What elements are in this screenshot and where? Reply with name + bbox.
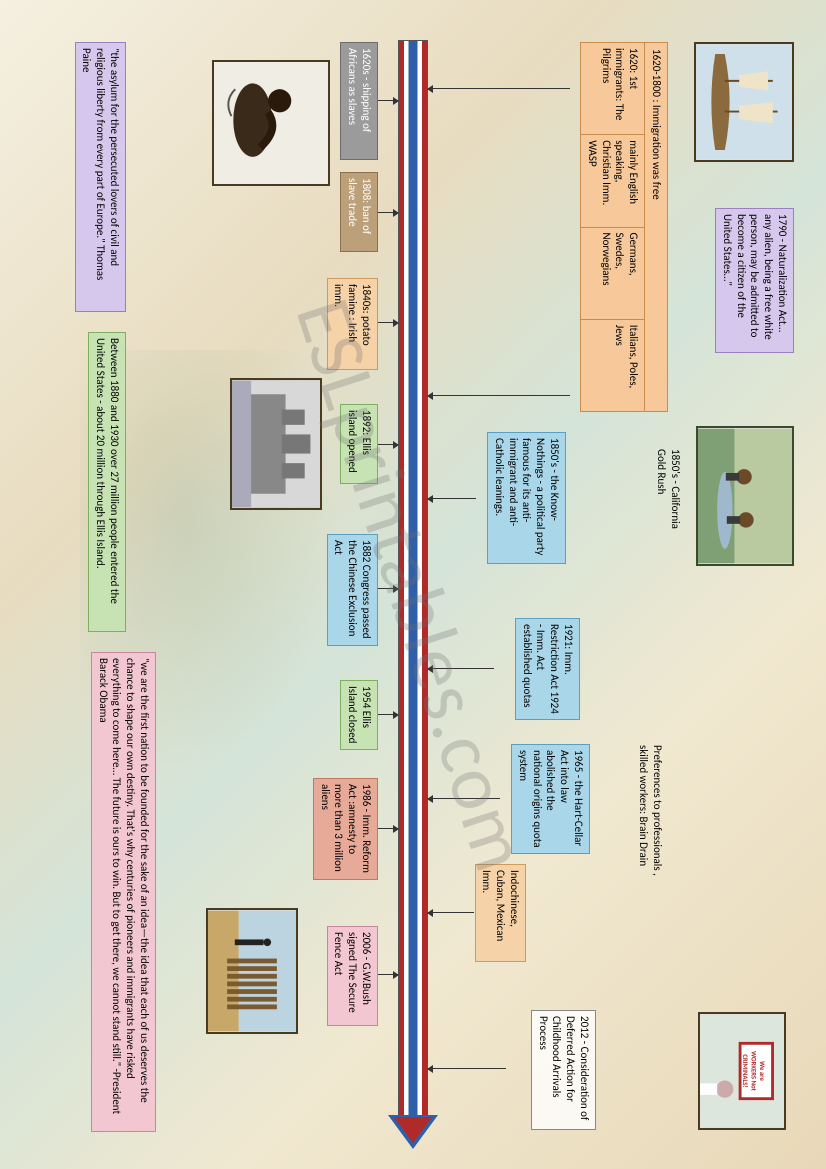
timeline-arrow-shaft [398, 40, 428, 1119]
conn-header-axis-1 [428, 88, 570, 89]
svg-text:CRIMINALS!: CRIMINALS! [741, 1054, 749, 1087]
conn-restriction-axis [428, 668, 494, 669]
conn-hart-axis [428, 798, 500, 799]
box-chinese-exclusion: 1882 Congress passed the Chinese Exclusi… [327, 534, 378, 646]
conn-reform [378, 828, 398, 829]
box-daca: 2012 - Consideration of Deferred Action … [531, 1010, 596, 1130]
timeline-arrow [398, 40, 428, 1149]
box-slave-ban: 1808: ban of slave trade [341, 172, 379, 252]
conn-ban [378, 212, 398, 213]
quote-paine: "the asylum for the persecuted lovers of… [75, 42, 126, 312]
header-cell-2: Germans, Swedes, Norwegians [581, 228, 644, 320]
header-cell-1: mainly English speaking, Christian Imm. … [581, 135, 644, 227]
box-naturalization: 1790 - Naturalization Act… any alien, be… [715, 208, 794, 353]
box-know-nothings: 1850's - the Know-Nothings - a political… [487, 432, 566, 564]
timeline-arrow-head [388, 1115, 438, 1149]
conn-header-axis-2 [428, 395, 570, 396]
header-cell-0: 1620: 1st immigrants: The Pilgrims [581, 43, 644, 135]
conn-famine [378, 322, 398, 323]
conn-indo-axis [428, 912, 474, 913]
timeline-page: ESLprintables.com 1620-1800 : Immigratio… [0, 0, 826, 1169]
image-ships [694, 42, 794, 162]
image-slave [212, 60, 330, 186]
conn-know-axis [428, 498, 476, 499]
svg-text:WORKERS Not: WORKERS Not [750, 1051, 758, 1091]
conn-daca-axis [428, 1068, 506, 1069]
box-hart-cellar: 1965 - the Hart-Cellar Act into law abol… [511, 744, 590, 854]
conn-ellis-open [378, 444, 398, 445]
box-slaves: 1620s - shipping of Africans as slaves [341, 42, 379, 160]
image-ellis [230, 378, 322, 510]
box-restriction-act: 1921: Imm. Restriction Act 1924 - Imm. A… [515, 618, 580, 720]
conn-chinese [378, 588, 398, 589]
quote-obama: "we are the first nation to be founded f… [91, 652, 156, 1132]
immigration-free-title: 1620-1800 : Immigration was free [644, 43, 667, 411]
box-ellis-closed: 1954 Ellis Island closed [341, 680, 379, 750]
box-brain-drain: Preferences to professionals , skilled w… [633, 740, 669, 890]
immigration-free-table: 1620-1800 : Immigration was free 1620: 1… [580, 42, 668, 412]
svg-text:We are: We are [758, 1061, 766, 1081]
stat-ellis: Between 1880 and 1930 over 27 million pe… [89, 332, 127, 632]
conn-fence [378, 974, 398, 975]
box-fence-act: 2006 - G.W.Bush signed The Secure Fence … [327, 926, 378, 1026]
image-fence [206, 908, 298, 1034]
conn-slaves [378, 100, 398, 101]
header-cell-3: Italians, Poles, Jews [581, 320, 644, 411]
box-gold-rush: 1850's - California Gold Rush [651, 444, 687, 544]
box-indochinese: Indochinese, Cuban, Mexican Imm. [475, 864, 526, 962]
image-protest: We areWORKERS NotCRIMINALS! [698, 1012, 786, 1130]
conn-ellis-closed [378, 714, 398, 715]
box-ellis-open: 1892: Ellis island opened [341, 404, 379, 484]
image-gold-rush [696, 426, 794, 566]
box-potato-famine: 1840s: potato famine : Irish imm. [327, 278, 378, 370]
box-reform-86: 1986 - Imm. Reform Act :amnesty to more … [313, 778, 378, 880]
